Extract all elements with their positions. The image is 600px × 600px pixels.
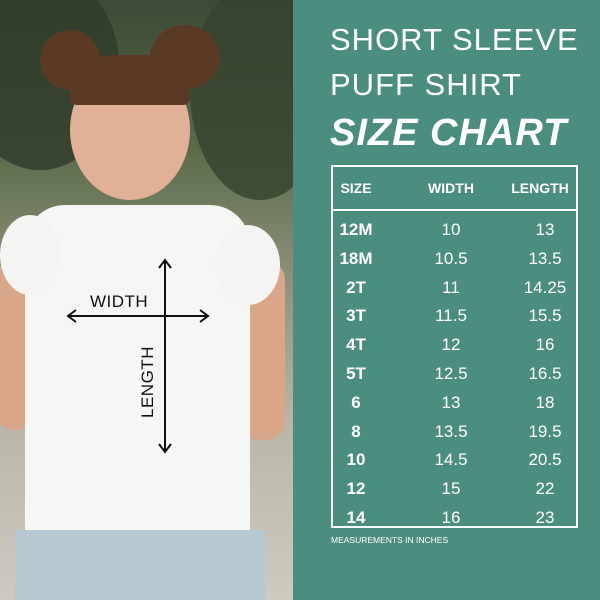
table-row: 4T 12 16: [333, 335, 576, 363]
cell-length: 13: [535, 220, 555, 239]
cell-length: 13.5: [528, 248, 562, 268]
cell-size: 12M: [339, 220, 373, 239]
header-size: SIZE: [340, 180, 372, 196]
cell-length: 16.5: [528, 364, 562, 383]
cell-width: 14.5: [434, 450, 468, 470]
cell-length: 23: [535, 508, 555, 527]
product-photo: WIDTH LENGTH: [0, 0, 293, 600]
size-table: SIZE WIDTH LENGTH 12M 10 13 18M 10.5 13.5 2T 11…: [331, 165, 578, 528]
table-row: 2T 11 14.25: [333, 278, 576, 306]
table-row: 5T 12.5 16.5: [333, 364, 576, 392]
cell-width: 10: [441, 220, 461, 239]
table-row: 18M 10.5 13.5: [333, 249, 576, 277]
cell-size: 2T: [346, 277, 366, 297]
cell-length: 22: [535, 479, 555, 499]
header-length: LENGTH: [511, 180, 569, 196]
cell-length: 18: [535, 392, 555, 412]
table-header: SIZE WIDTH LENGTH: [333, 167, 576, 211]
table-row: 10 14.5 20.5: [333, 450, 576, 478]
cell-length: 20.5: [528, 450, 562, 470]
header-width: WIDTH: [428, 180, 474, 196]
table-row: 6 13 18: [333, 393, 576, 421]
cell-length: 15.5: [528, 306, 562, 326]
cell-size: 10: [346, 450, 366, 470]
cell-width: 13.5: [434, 421, 468, 441]
table-row: 14 16 23: [333, 508, 576, 536]
title-line1: SHORT SLEEVE: [330, 22, 579, 57]
measurement-note: MEASUREMENTS IN INCHES: [331, 535, 449, 545]
cell-size: 14: [346, 508, 366, 527]
cell-length: 19.5: [528, 421, 562, 441]
cell-size: 8: [351, 421, 361, 441]
cell-width: 10.5: [434, 248, 468, 268]
cell-width: 15: [441, 479, 461, 499]
cell-size: 18M: [339, 248, 373, 268]
cell-length: 16: [535, 335, 555, 355]
cell-width: 13: [441, 392, 461, 412]
cell-length: 14.25: [523, 277, 567, 297]
table-row: 12M 10 13: [333, 220, 576, 248]
table-row: 3T 11.5 15.5: [333, 306, 576, 334]
cell-width: 16: [441, 508, 461, 527]
cell-width: 11: [442, 277, 460, 297]
cell-size: 3T: [346, 306, 366, 326]
table-row: 12 15 22: [333, 479, 576, 507]
table-row: 8 13.5 19.5: [333, 422, 576, 450]
cell-size: 5T: [346, 364, 366, 383]
shorts: [15, 530, 265, 600]
width-label: WIDTH: [90, 292, 149, 311]
cell-size: 6: [351, 392, 361, 412]
cell-width: 11.5: [435, 306, 467, 326]
cell-width: 12.5: [434, 364, 468, 383]
shirt: [25, 205, 250, 555]
title-line2: PUFF SHIRT: [330, 67, 522, 102]
title-size-chart: SIZE CHART: [330, 112, 568, 154]
size-chart-panel: SHORT SLEEVE PUFF SHIRT SIZE CHART SIZE …: [293, 0, 600, 600]
measurement-arrows: [66, 258, 210, 454]
cell-size: 12: [346, 479, 366, 499]
cell-width: 12: [441, 335, 461, 355]
cell-size: 4T: [346, 335, 366, 355]
length-label: LENGTH: [137, 346, 157, 418]
